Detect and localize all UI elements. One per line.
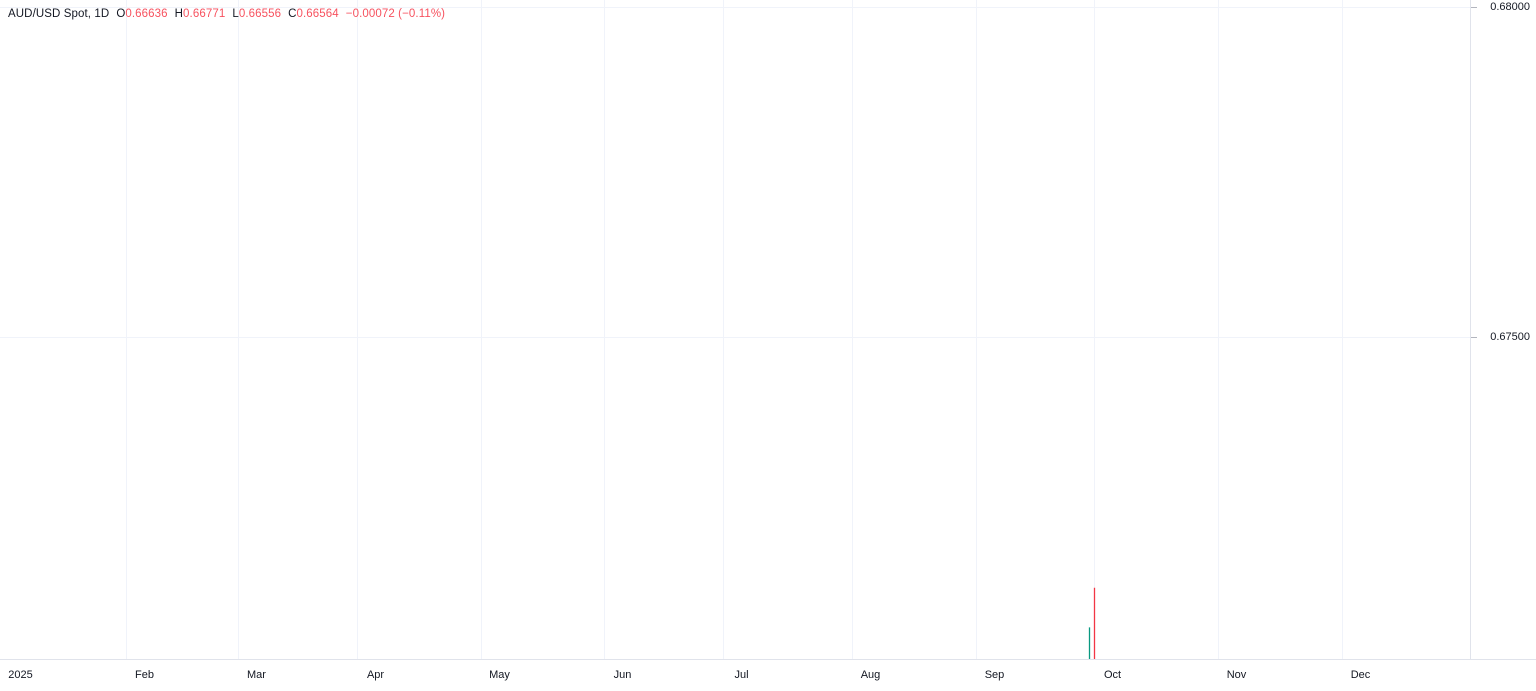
price-tick-dash — [1471, 7, 1477, 8]
time-axis-tick: Feb — [135, 669, 154, 681]
time-axis-tick: Jun — [613, 669, 632, 681]
time-axis-tick: Aug — [860, 669, 881, 681]
time-axis-tick: 2025 — [8, 669, 33, 681]
time-axis-tick: Oct — [1103, 669, 1122, 681]
grid-layer — [0, 0, 1470, 659]
legend-close-label: C — [288, 8, 297, 20]
legend-low-label: L — [232, 8, 239, 20]
time-axis-tick: Nov — [1226, 669, 1247, 681]
time-axis-tick: Dec — [1350, 669, 1371, 681]
price-tick-dash — [1471, 337, 1477, 338]
time-axis-tick: Apr — [366, 669, 385, 681]
time-axis-tick: May — [489, 669, 510, 681]
time-axis-tick: Mar — [247, 669, 266, 681]
legend-symbol[interactable]: AUD/USD Spot, 1D — [8, 8, 110, 20]
legend-open-value: 0.66636 — [125, 8, 168, 20]
current-price-line — [0, 0, 1470, 659]
price-axis[interactable]: 0.680000.675000.670000.660000.655000.650… — [1470, 0, 1536, 673]
legend-open-label: O — [116, 8, 126, 20]
price-axis-tick: 0.67500 — [1471, 331, 1536, 343]
chart-legend[interactable]: AUD/USD Spot, 1D O0.66636 H0.66771 L0.66556… — [8, 7, 445, 21]
candlestick-series — [1088, 587, 1096, 659]
time-axis[interactable]: 2025 Feb Mar Apr May Jun Jul Aug Sep Oct Nov Dec — [0, 659, 1536, 691]
legend-high-value: 0.66771 — [183, 8, 226, 20]
legend-close-value: 0.66564 — [296, 8, 339, 20]
price-axis-tick: 0.68000 — [1471, 1, 1536, 13]
time-axis-tick: Jul — [734, 669, 749, 681]
legend-low-value: 0.66556 — [238, 8, 282, 20]
chart-plot-area[interactable] — [0, 0, 1470, 659]
time-axis-tick: Sep — [984, 669, 1005, 681]
legend-change: −0.00072 (−0.11%) — [345, 8, 446, 20]
legend-high-label: H — [174, 8, 184, 20]
